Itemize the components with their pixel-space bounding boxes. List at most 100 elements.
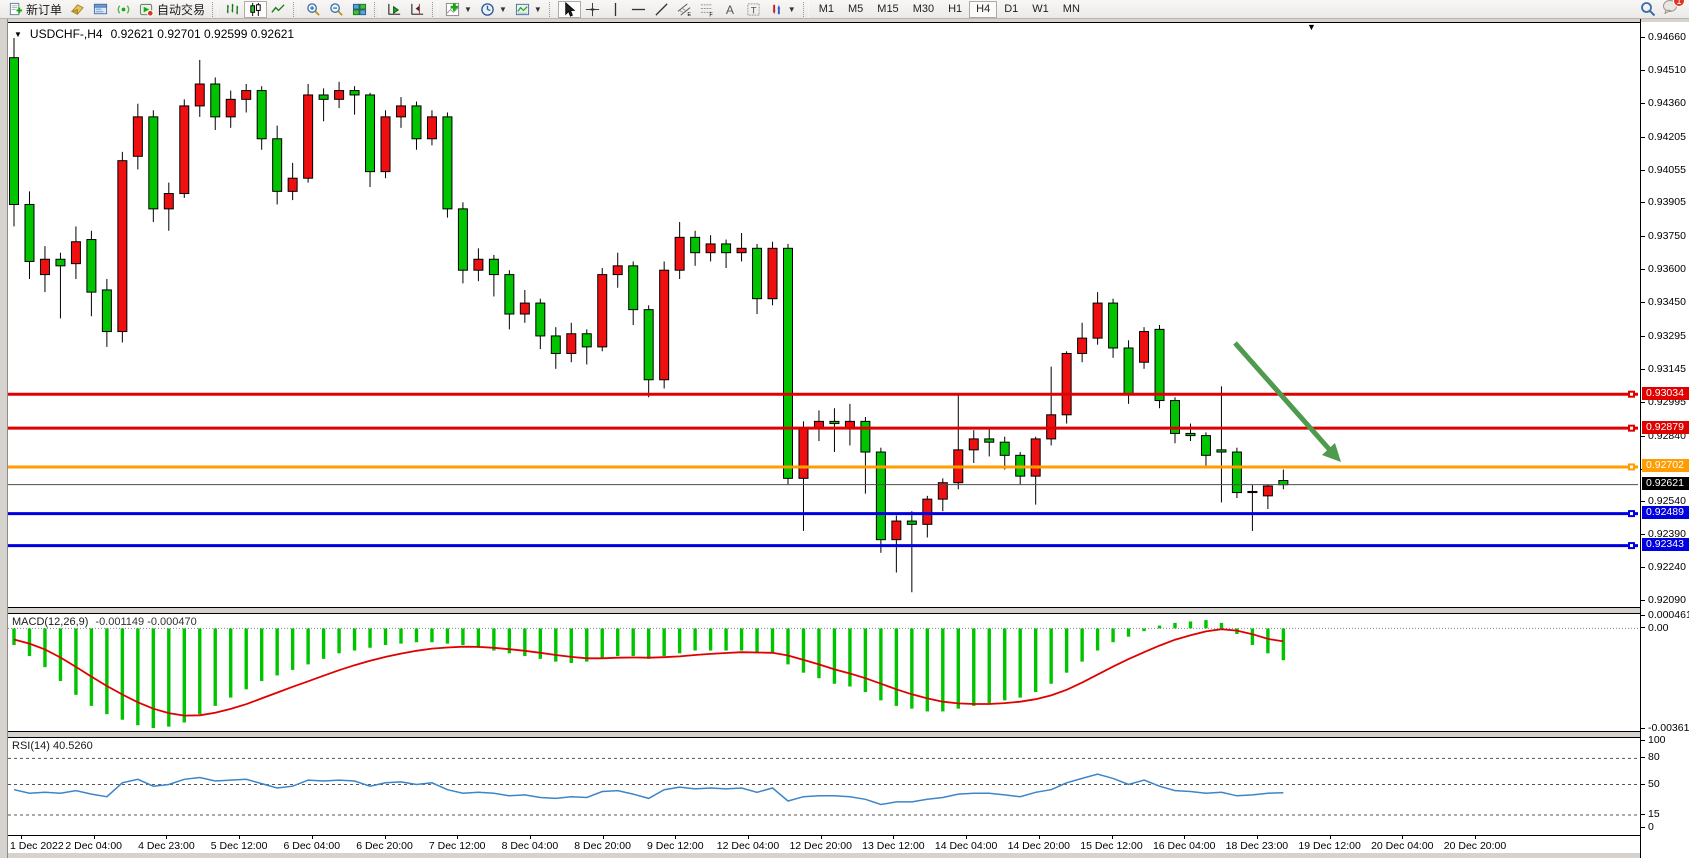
line-chart-button[interactable] [267, 1, 290, 18]
rsi-pane[interactable]: RSI(14) 40.5260 [8, 737, 1640, 836]
tab-timeframe-M15[interactable]: M15 [877, 3, 899, 15]
toolbar: 新订单 自动交易 [0, 0, 1689, 19]
candle-body [39, 258, 50, 276]
time-axis-tick [748, 836, 749, 839]
arrows-button[interactable]: ▼ [765, 1, 800, 18]
macd-bar [1157, 625, 1162, 629]
autotrading-button[interactable]: 自动交易 [135, 1, 209, 18]
chart-shift-marker-icon[interactable]: ▼ [1307, 22, 1316, 32]
time-axis-tick [311, 836, 313, 839]
trendline-button[interactable] [650, 1, 673, 18]
time-axis-tick [966, 836, 968, 839]
rsi-canvas[interactable] [8, 738, 1638, 835]
price-tick-mark [1641, 600, 1645, 601]
horizontal-line-button[interactable] [627, 1, 650, 18]
chart-dropdown-icon[interactable]: ▼ [14, 29, 22, 39]
metaeditor-icon [70, 3, 84, 15]
macd-axis-zero: 0.00 [1648, 622, 1669, 635]
periods-button[interactable]: ▼ [476, 1, 511, 18]
price-chart-canvas[interactable] [8, 23, 1638, 607]
pane-separator[interactable] [8, 732, 1640, 737]
text-button[interactable]: A [719, 1, 742, 18]
metaeditor-button[interactable] [66, 1, 89, 18]
chart-shift-icon [411, 3, 424, 15]
templates-button[interactable]: ▼ [511, 1, 546, 18]
search-icon[interactable] [1640, 1, 1656, 17]
time-axis-label: 20 Dec 20:00 [1443, 840, 1507, 852]
time-axis-tick [1475, 836, 1476, 839]
candle-body [442, 116, 453, 210]
price-chart-pane[interactable]: ▼ USDCHF-,H4 0.92621 0.92701 0.92599 0.9… [8, 22, 1640, 608]
candle-body [1123, 347, 1134, 395]
macd-bar [229, 628, 233, 698]
candle-body [1092, 302, 1103, 339]
svg-text:T: T [750, 5, 756, 15]
periods-icon [481, 2, 494, 16]
text-icon: A [726, 3, 735, 17]
candle-body [1185, 432, 1196, 437]
candle-body [612, 265, 623, 276]
signals-button[interactable] [112, 1, 135, 18]
macd-bar [817, 628, 821, 679]
macd-bar [832, 628, 837, 684]
candle-body [891, 520, 902, 541]
price-tick-mark [1641, 69, 1645, 71]
time-axis-label: 1 Dec 2022 [10, 840, 64, 852]
macd-bar [1111, 628, 1115, 643]
bar-chart-icon [226, 3, 239, 14]
price-tick-label: 0.94055 [1648, 163, 1686, 176]
candle-body [550, 335, 561, 354]
equidistant-channel-button[interactable]: E [673, 1, 696, 18]
macd-bar [1142, 628, 1146, 632]
tab-timeframe-H1[interactable]: H1 [948, 3, 963, 15]
tab-timeframe-MN[interactable]: MN [1062, 3, 1080, 15]
tab-timeframe-W1[interactable]: W1 [1032, 3, 1049, 15]
auto-scroll-button[interactable] [383, 1, 406, 18]
down-arrow-annotation[interactable] [1233, 341, 1331, 451]
candle-body [101, 289, 112, 333]
fibonacci-button[interactable]: F [696, 1, 719, 18]
chart-shift-button[interactable] [406, 1, 429, 18]
terminal-button[interactable] [89, 1, 112, 18]
crosshair-button[interactable] [581, 1, 604, 18]
text-label-button[interactable]: T [742, 1, 765, 18]
tab-timeframe-M5[interactable]: M5 [848, 3, 864, 15]
terminal-icon [93, 3, 108, 14]
time-axis-tick [602, 836, 604, 839]
toolbar-separator [293, 1, 300, 17]
rsi-tick-mark [1641, 757, 1645, 759]
tab-timeframe-D1[interactable]: D1 [1004, 3, 1019, 15]
bar-chart-button[interactable] [221, 1, 244, 18]
macd-bar [383, 628, 388, 646]
vertical-line-button[interactable] [604, 1, 627, 18]
price-tick-label: 0.94360 [1648, 96, 1686, 109]
macd-bar [1064, 628, 1069, 673]
time-axis-label: 15 Dec 12:00 [1080, 840, 1143, 852]
autotrading-label: 自动交易 [157, 2, 206, 17]
tile-windows-button[interactable] [348, 1, 371, 18]
macd-pane[interactable]: MACD(12,26,9) -0.001149 -0.000470 [8, 613, 1640, 732]
time-axis[interactable]: 1 Dec 2022 2 Dec 04:00 4 Dec 23:00 5 Dec 12… [8, 836, 1640, 858]
time-axis-label: 8 Dec 04:00 [501, 840, 559, 852]
pane-separator[interactable] [8, 608, 1640, 613]
candle-body [55, 258, 66, 267]
new-order-button[interactable]: 新订单 [4, 1, 66, 18]
indicators-button[interactable]: ▼ [441, 1, 476, 18]
zoom-out-button[interactable] [325, 1, 348, 18]
macd-bar [1095, 628, 1100, 651]
cursor-button[interactable] [557, 0, 581, 18]
tab-timeframe-M1[interactable]: M1 [818, 3, 834, 15]
workspace: ▼ USDCHF-,H4 0.92621 0.92701 0.92599 0.9… [0, 19, 1689, 858]
price-axis[interactable]: 0.94660 0.94510 0.94360 0.94205 0.94055 0.939… [1640, 19, 1689, 858]
candlestick-chart-button[interactable] [244, 0, 268, 18]
tab-timeframe-H4[interactable]: H4 [969, 0, 998, 18]
macd-bar [1003, 628, 1007, 701]
price-tick-label: 0.93145 [1648, 362, 1686, 375]
macd-axis-min: -0.003618 [1648, 721, 1689, 734]
macd-canvas[interactable] [8, 614, 1638, 731]
candle-body [318, 94, 329, 100]
notifications-button[interactable]: 1 [1662, 0, 1685, 19]
macd-bar [120, 628, 125, 720]
tab-timeframe-M30[interactable]: M30 [912, 3, 935, 15]
zoom-in-button[interactable] [302, 1, 325, 18]
